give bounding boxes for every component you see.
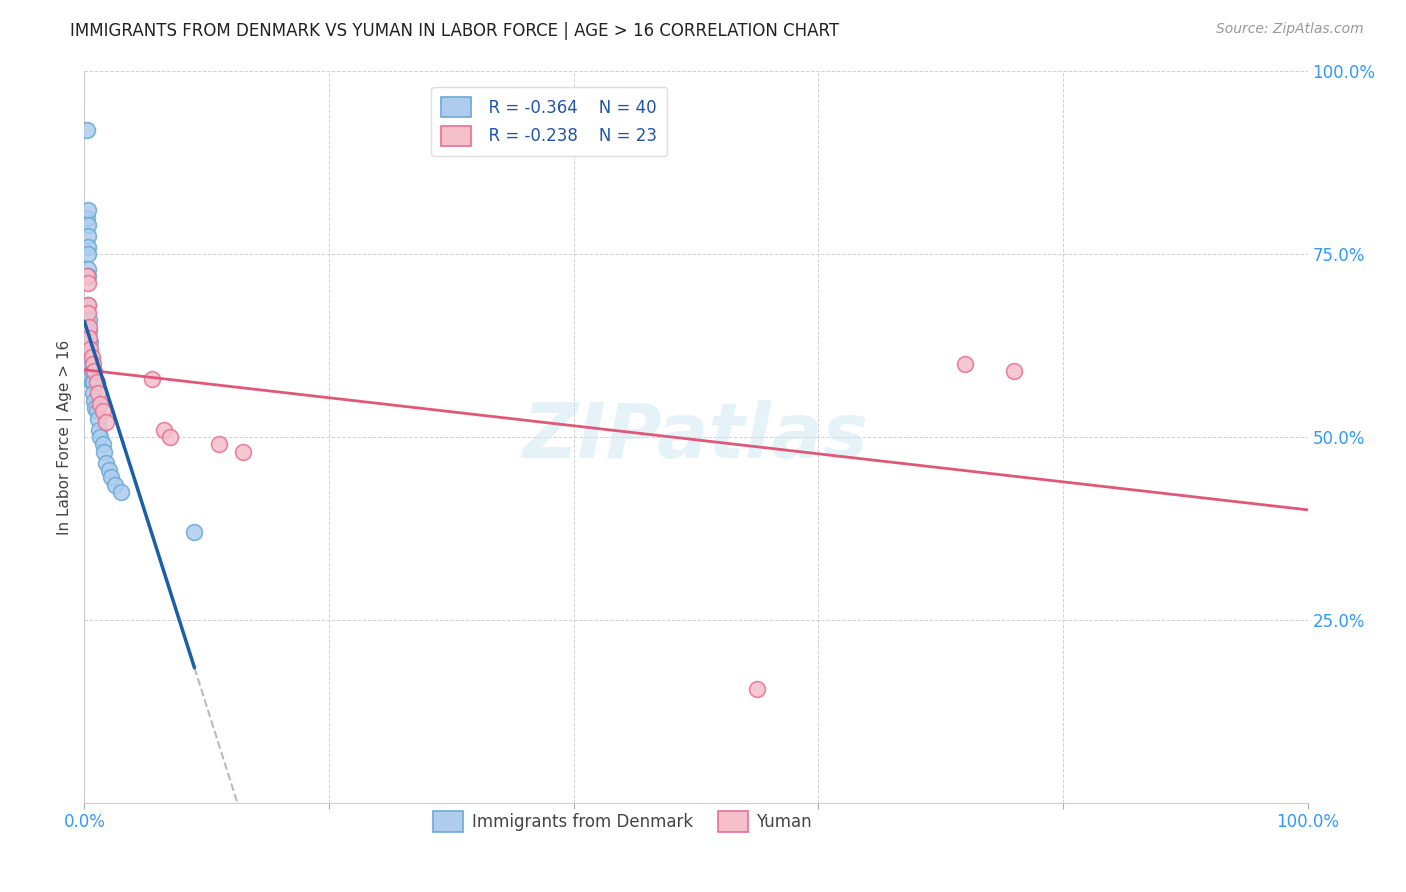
Point (79, 350, 101, 364)
Point (79, 334, 101, 349)
Point (86, 404, 108, 418)
Point (77, 331, 100, 345)
Point (153, 423, 176, 437)
Point (232, 444, 254, 458)
Point (77, 298, 100, 312)
Point (82, 357, 104, 371)
Point (100, 470, 122, 484)
Y-axis label: In Labor Force | Age > 16: In Labor Force | Age > 16 (58, 340, 73, 534)
Text: ZIPatlas: ZIPatlas (523, 401, 869, 474)
Point (84, 401, 107, 415)
Point (76, 123, 98, 137)
Point (77, 277, 100, 291)
Point (208, 437, 231, 451)
Point (77, 298, 100, 312)
Point (77, 240, 100, 254)
Point (77, 320, 100, 334)
Point (77, 203, 100, 218)
Point (83, 364, 105, 378)
Point (86, 376, 108, 390)
Point (82, 376, 104, 390)
Point (79, 343, 101, 357)
Point (80, 350, 103, 364)
Point (93, 444, 115, 458)
Point (76, 211, 98, 225)
Point (77, 371, 100, 385)
Point (87, 423, 110, 437)
Point (77, 261, 100, 276)
Point (183, 525, 205, 540)
Point (77, 218, 100, 232)
Point (82, 386, 104, 401)
Point (77, 350, 100, 364)
Point (77, 334, 100, 349)
Text: IMMIGRANTS FROM DENMARK VS YUMAN IN LABOR FORCE | AGE > 16 CORRELATION CHART: IMMIGRANTS FROM DENMARK VS YUMAN IN LABO… (70, 22, 839, 40)
Point (77, 313, 100, 327)
Point (76, 269, 98, 284)
Point (97, 463, 120, 477)
Point (83, 393, 105, 408)
Point (77, 320, 100, 334)
Point (89, 397, 111, 411)
Point (87, 386, 110, 401)
Point (104, 477, 127, 491)
Point (141, 371, 163, 385)
Point (77, 269, 100, 284)
Point (77, 343, 100, 357)
Point (77, 228, 100, 243)
Point (96, 456, 118, 470)
Point (159, 430, 181, 444)
Point (91, 404, 114, 418)
Point (91, 437, 114, 451)
Point (1002, 364, 1025, 378)
Point (953, 357, 976, 371)
Text: Source: ZipAtlas.com: Source: ZipAtlas.com (1216, 22, 1364, 37)
Point (77, 324, 100, 338)
Point (110, 485, 132, 500)
Legend: Immigrants from Denmark, Yuman: Immigrants from Denmark, Yuman (426, 805, 818, 838)
Point (87, 412, 110, 426)
Point (77, 306, 100, 320)
Point (77, 357, 100, 371)
Point (77, 331, 100, 345)
Point (80, 364, 103, 378)
Point (89, 430, 111, 444)
Point (80, 376, 103, 390)
Point (96, 416, 118, 430)
Point (747, 682, 769, 697)
Point (77, 357, 100, 371)
Point (77, 247, 100, 261)
